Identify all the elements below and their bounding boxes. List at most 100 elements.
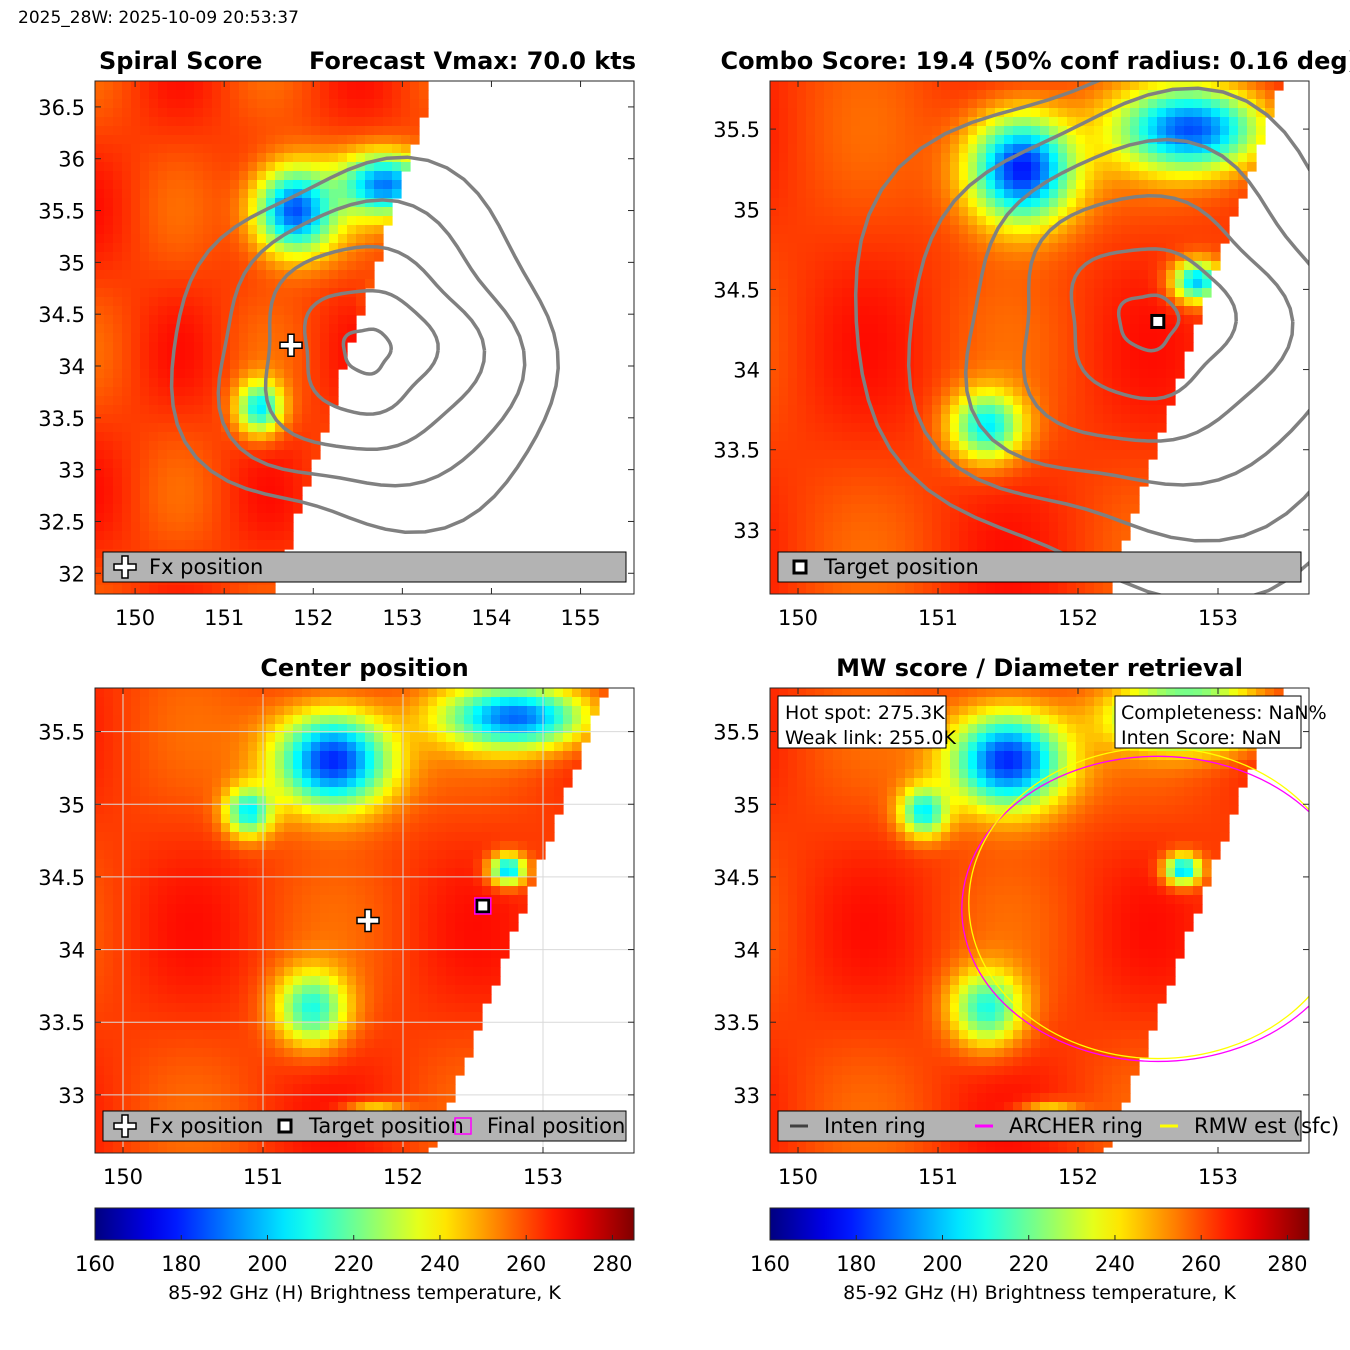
heatmap-cell	[1094, 261, 1104, 271]
heatmap-cell	[194, 733, 204, 743]
heatmap-cell	[1076, 315, 1086, 325]
heatmap-cell	[995, 450, 1005, 460]
heatmap-cell	[1139, 360, 1149, 370]
heatmap-cell	[383, 189, 393, 199]
heatmap-cell	[1130, 351, 1140, 361]
heatmap-cell	[869, 522, 879, 532]
heatmap-cell	[914, 261, 924, 271]
heatmap-cell	[1202, 99, 1212, 109]
heatmap-cell	[113, 414, 123, 424]
heatmap-cell	[122, 751, 132, 761]
heatmap-cell	[140, 450, 150, 460]
heatmap-cell	[149, 441, 159, 451]
heatmap-cell	[437, 760, 447, 770]
heatmap-cell	[284, 441, 294, 451]
heatmap-cell	[986, 486, 996, 496]
heatmap-cell	[230, 477, 240, 487]
heatmap-cell	[977, 513, 987, 523]
heatmap-cell	[338, 697, 348, 707]
heatmap-cell	[248, 171, 258, 181]
heatmap-cell	[1166, 225, 1176, 235]
heatmap-cell	[896, 387, 906, 397]
heatmap-cell	[293, 733, 303, 743]
heatmap-cell	[167, 441, 177, 451]
heatmap-cell	[266, 531, 276, 541]
heatmap-cell	[284, 180, 294, 190]
heatmap-cell	[131, 297, 141, 307]
heatmap-cell	[806, 522, 816, 532]
x-tick-label: 152	[1058, 606, 1098, 630]
heatmap-cell	[1031, 342, 1041, 352]
heatmap-cell	[131, 468, 141, 478]
heatmap-cell	[797, 180, 807, 190]
heatmap-cell	[239, 706, 249, 716]
heatmap-cell	[518, 688, 528, 698]
heatmap-cell	[140, 189, 150, 199]
heatmap-cell	[914, 333, 924, 343]
heatmap-cell	[113, 468, 123, 478]
heatmap-cell	[797, 324, 807, 334]
heatmap-cell	[968, 333, 978, 343]
heatmap-cell	[275, 297, 285, 307]
heatmap-cell	[203, 733, 213, 743]
heatmap-cell	[860, 261, 870, 271]
heatmap-cell	[410, 706, 420, 716]
heatmap-cell	[248, 225, 258, 235]
heatmap-cell	[203, 387, 213, 397]
heatmap-cell	[1157, 117, 1167, 127]
heatmap-cell	[824, 432, 834, 442]
heatmap-cell	[932, 144, 942, 154]
heatmap-cell	[203, 207, 213, 217]
heatmap-cell	[797, 342, 807, 352]
heatmap-cell	[275, 540, 285, 550]
heatmap-cell	[140, 180, 150, 190]
heatmap-cell	[194, 153, 204, 163]
heatmap-cell	[941, 531, 951, 541]
heatmap-cell	[1166, 144, 1176, 154]
heatmap-cell	[1076, 396, 1086, 406]
heatmap-cell	[185, 405, 195, 415]
heatmap-cell	[221, 288, 231, 298]
heatmap-cell	[257, 742, 267, 752]
heatmap-cell	[122, 531, 132, 541]
heatmap-cell	[1193, 144, 1203, 154]
heatmap-cell	[977, 468, 987, 478]
x-tick-label: 154	[471, 606, 511, 630]
heatmap-cell	[869, 297, 879, 307]
heatmap-cell	[122, 117, 132, 127]
heatmap-cell	[257, 733, 267, 743]
heatmap-cell	[1130, 270, 1140, 280]
heatmap-cell	[1157, 216, 1167, 226]
heatmap-cell	[779, 162, 789, 172]
heatmap-cell	[1193, 297, 1203, 307]
heatmap-cell	[986, 99, 996, 109]
heatmap-cell	[1175, 369, 1185, 379]
heatmap-cell	[131, 378, 141, 388]
heatmap-cell	[851, 189, 861, 199]
heatmap-cell	[203, 288, 213, 298]
heatmap-cell	[257, 252, 267, 262]
heatmap-cell	[1094, 207, 1104, 217]
heatmap-cell	[338, 216, 348, 226]
heatmap-cell	[1112, 153, 1122, 163]
heatmap-cell	[995, 504, 1005, 514]
heatmap-cell	[869, 234, 879, 244]
heatmap-cell	[1211, 108, 1221, 118]
heatmap-cell	[104, 477, 114, 487]
heatmap-cell	[1184, 126, 1194, 136]
heatmap-cell	[239, 243, 249, 253]
heatmap-cell	[788, 522, 798, 532]
heatmap-cell	[1130, 189, 1140, 199]
heatmap-cell	[563, 769, 573, 779]
heatmap-cell	[797, 189, 807, 199]
heatmap-cell	[347, 751, 357, 761]
heatmap-cell	[410, 715, 420, 725]
heatmap-cell	[1157, 405, 1167, 415]
heatmap-cell	[239, 252, 249, 262]
heatmap-cell	[950, 324, 960, 334]
heatmap-cell	[230, 522, 240, 532]
heatmap-cell	[185, 315, 195, 325]
heatmap-cell	[194, 99, 204, 109]
fx-marker-shape	[279, 333, 303, 358]
heatmap-cell	[986, 261, 996, 271]
